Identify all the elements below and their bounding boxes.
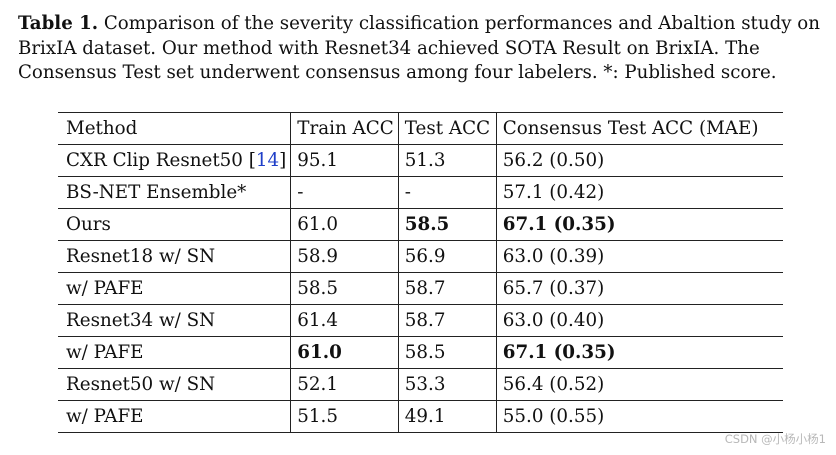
method-cell: w/ PAFE bbox=[58, 400, 291, 433]
consensus-acc-cell: 63.0 (0.39) bbox=[495, 240, 783, 273]
test-acc-cell: - bbox=[397, 176, 497, 209]
results-table: Method Train ACC Test ACC Consensus Test… bbox=[58, 112, 783, 433]
table-row: BS-NET Ensemble* - - 57.1 (0.42) bbox=[58, 176, 783, 209]
train-acc-cell: 51.5 bbox=[290, 400, 399, 433]
method-label-end: ] bbox=[279, 150, 287, 171]
train-acc-cell: 95.1 bbox=[290, 144, 399, 177]
train-acc-cell: 58.5 bbox=[290, 272, 399, 305]
consensus-acc-cell: 67.1 (0.35) bbox=[495, 208, 783, 241]
method-label: CXR Clip Resnet50 [ bbox=[66, 150, 256, 171]
consensus-acc-cell: 55.0 (0.55) bbox=[495, 400, 783, 433]
method-cell: CXR Clip Resnet50 [14] bbox=[58, 144, 291, 177]
table-row: CXR Clip Resnet50 [14] 95.1 51.3 56.2 (0… bbox=[58, 144, 783, 177]
test-acc-cell: 53.3 bbox=[397, 368, 497, 401]
test-acc-cell: 58.7 bbox=[397, 272, 497, 305]
train-acc-cell: 61.0 bbox=[290, 208, 399, 241]
consensus-acc-cell: 63.0 (0.40) bbox=[495, 304, 783, 337]
table-row: Resnet50 w/ SN 52.1 53.3 56.4 (0.52) bbox=[58, 368, 783, 401]
header-test-acc: Test ACC bbox=[397, 112, 497, 145]
train-acc-cell: 52.1 bbox=[290, 368, 399, 401]
table-row: w/ PAFE 58.5 58.7 65.7 (0.37) bbox=[58, 272, 783, 305]
header-consensus-acc: Consensus Test ACC (MAE) bbox=[495, 112, 783, 145]
method-cell: Resnet18 w/ SN bbox=[58, 240, 291, 273]
table-row: Resnet34 w/ SN 61.4 58.7 63.0 (0.40) bbox=[58, 304, 783, 337]
consensus-acc-cell: 56.4 (0.52) bbox=[495, 368, 783, 401]
header-row: Method Train ACC Test ACC Consensus Test… bbox=[58, 112, 783, 145]
method-cell: Resnet50 w/ SN bbox=[58, 368, 291, 401]
train-acc-cell: 58.9 bbox=[290, 240, 399, 273]
test-acc-cell: 58.5 bbox=[397, 208, 497, 241]
test-acc-cell: 58.5 bbox=[397, 336, 497, 369]
header-train-acc: Train ACC bbox=[290, 112, 399, 145]
test-acc-cell: 58.7 bbox=[397, 304, 497, 337]
table-row: w/ PAFE 61.0 58.5 67.1 (0.35) bbox=[58, 336, 783, 369]
method-cell: w/ PAFE bbox=[58, 336, 291, 369]
method-cell: BS-NET Ensemble* bbox=[58, 176, 291, 209]
consensus-acc-cell: 57.1 (0.42) bbox=[495, 176, 783, 209]
citation-link[interactable]: 14 bbox=[255, 150, 280, 171]
caption-label: Table 1. bbox=[18, 13, 99, 34]
caption-text: Comparison of the severity classificatio… bbox=[18, 13, 820, 83]
table-row: Resnet18 w/ SN 58.9 56.9 63.0 (0.39) bbox=[58, 240, 783, 273]
train-acc-cell: 61.0 bbox=[290, 336, 399, 369]
table-row: w/ PAFE 51.5 49.1 55.0 (0.55) bbox=[58, 400, 783, 433]
test-acc-cell: 51.3 bbox=[397, 144, 497, 177]
test-acc-cell: 49.1 bbox=[397, 400, 497, 433]
watermark: CSDN @小杨小杨1 bbox=[724, 432, 826, 446]
consensus-acc-cell: 67.1 (0.35) bbox=[495, 336, 783, 369]
method-cell: w/ PAFE bbox=[58, 272, 291, 305]
consensus-acc-cell: 65.7 (0.37) bbox=[495, 272, 783, 305]
method-cell: Resnet34 w/ SN bbox=[58, 304, 291, 337]
table-caption: Table 1. Comparison of the severity clas… bbox=[18, 12, 822, 86]
train-acc-cell: 61.4 bbox=[290, 304, 399, 337]
method-cell: Ours bbox=[58, 208, 291, 241]
table-row: Ours 61.0 58.5 67.1 (0.35) bbox=[58, 208, 783, 241]
consensus-acc-cell: 56.2 (0.50) bbox=[495, 144, 783, 177]
test-acc-cell: 56.9 bbox=[397, 240, 497, 273]
header-method: Method bbox=[58, 112, 291, 145]
train-acc-cell: - bbox=[290, 176, 399, 209]
